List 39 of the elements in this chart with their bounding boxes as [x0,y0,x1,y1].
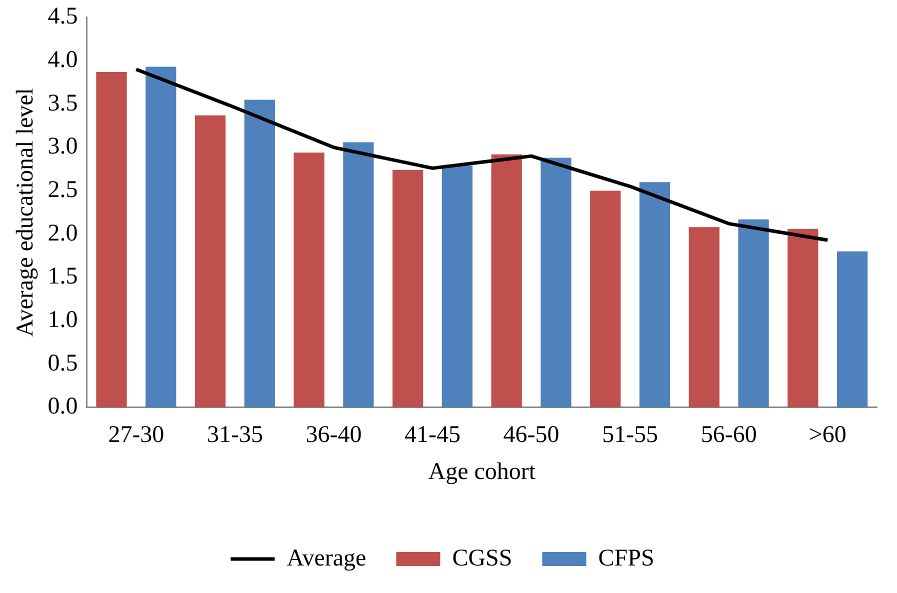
bar [688,227,720,408]
bar [590,190,621,408]
bar [540,158,572,408]
y-tick-label: 1.0 [48,307,78,334]
y-tick-label: 3.0 [48,134,78,160]
y-axis-title: Average educational level [12,88,39,337]
y-tick-label: 4.0 [48,47,78,74]
bar [96,72,127,408]
legend-label: CGSS [452,545,512,572]
bar [639,182,670,408]
bar [836,251,868,408]
x-tick-label: 31-35 [206,422,263,448]
x-tick-label: 41-45 [404,422,461,448]
x-tick-label: 46-50 [503,422,560,448]
bar [146,66,176,408]
bar [442,166,473,408]
bar [392,170,424,408]
legend-label: CFPS [598,545,654,572]
y-tick-label: 1.5 [48,264,78,290]
y-tick-label: 2.5 [48,177,78,204]
y-tick-label: 0.0 [48,394,78,420]
bar [788,228,818,408]
x-tick-label: 56-60 [700,422,757,448]
x-tick-label: 27-30 [108,422,164,448]
legend-label: Average [286,545,366,572]
bar [244,100,275,408]
bar [294,152,324,408]
bar [194,115,226,408]
y-tick-label: 0.5 [48,350,78,376]
y-tick-label: 4.5 [48,4,78,30]
x-axis-title: Age cohort [428,458,536,485]
x-tick-label: >60 [808,422,846,448]
bar [738,219,769,408]
y-tick-label: 2.0 [48,220,78,246]
bar [491,154,522,408]
bar [343,142,374,408]
x-tick-label: 36-40 [306,422,362,448]
x-tick-label: 51-55 [602,422,658,448]
y-tick-label: 3.5 [48,90,78,116]
